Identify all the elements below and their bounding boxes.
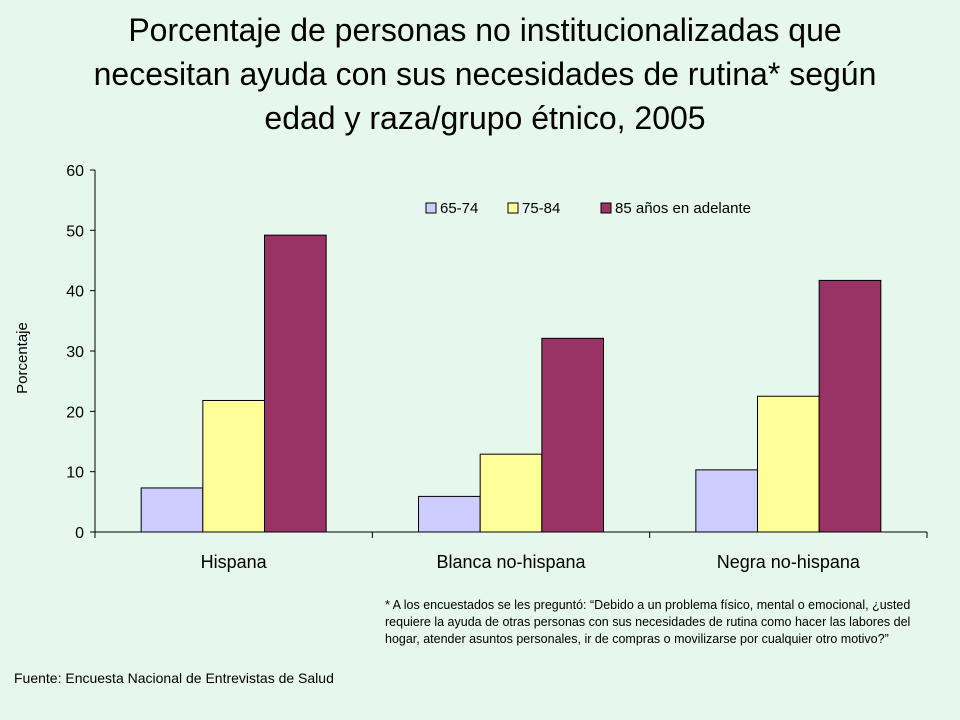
legend: 65-74 75-84 85 años en adelante bbox=[425, 200, 751, 217]
bar bbox=[140, 487, 204, 533]
legend-swatch bbox=[507, 202, 519, 214]
x-tick-label: Hispana bbox=[201, 552, 268, 572]
x-tick-label: Blanca no-hispana bbox=[436, 552, 586, 572]
bar bbox=[479, 453, 543, 533]
chart-title-line: edad y raza/grupo étnico, 2005 bbox=[264, 100, 706, 136]
bar bbox=[418, 495, 481, 533]
legend-swatch bbox=[425, 202, 437, 214]
bars bbox=[140, 234, 882, 533]
x-tick-label: Negra no-hispana bbox=[717, 552, 861, 572]
legend-label: 65-74 bbox=[440, 200, 478, 217]
bar bbox=[818, 279, 882, 533]
bar bbox=[202, 399, 265, 533]
y-tick-label: 40 bbox=[66, 284, 84, 301]
chart-title-line: Porcentaje de personas no institucionali… bbox=[128, 12, 842, 48]
footnote: * A los encuestados se les preguntó: “De… bbox=[385, 598, 911, 646]
legend-label: 75-84 bbox=[522, 200, 560, 217]
bar bbox=[541, 337, 604, 533]
bar bbox=[695, 469, 759, 533]
source-note: Fuente: Encuesta Nacional de Entrevistas… bbox=[14, 670, 334, 686]
legend-swatch bbox=[600, 202, 612, 214]
bar bbox=[263, 234, 327, 533]
y-tick-label: 20 bbox=[66, 404, 84, 421]
y-axis: 0 10 20 30 40 50 60 bbox=[66, 163, 96, 542]
y-tick-label: 0 bbox=[75, 525, 84, 542]
y-tick-label: 60 bbox=[66, 163, 84, 180]
chart-title: Porcentaje de personas no institucionali… bbox=[20, 8, 950, 140]
legend-label: 85 años en adelante bbox=[615, 200, 751, 217]
y-tick-label: 50 bbox=[66, 223, 84, 240]
bar bbox=[757, 395, 820, 533]
y-axis-label: Porcentaje bbox=[14, 322, 31, 394]
chart-title-line: necesitan ayuda con sus necesidades de r… bbox=[93, 56, 877, 92]
y-tick-label: 30 bbox=[66, 344, 84, 361]
x-axis: Hispana Blanca no-hispana Negra no-hispana bbox=[94, 531, 928, 572]
y-tick-label: 10 bbox=[66, 465, 84, 482]
